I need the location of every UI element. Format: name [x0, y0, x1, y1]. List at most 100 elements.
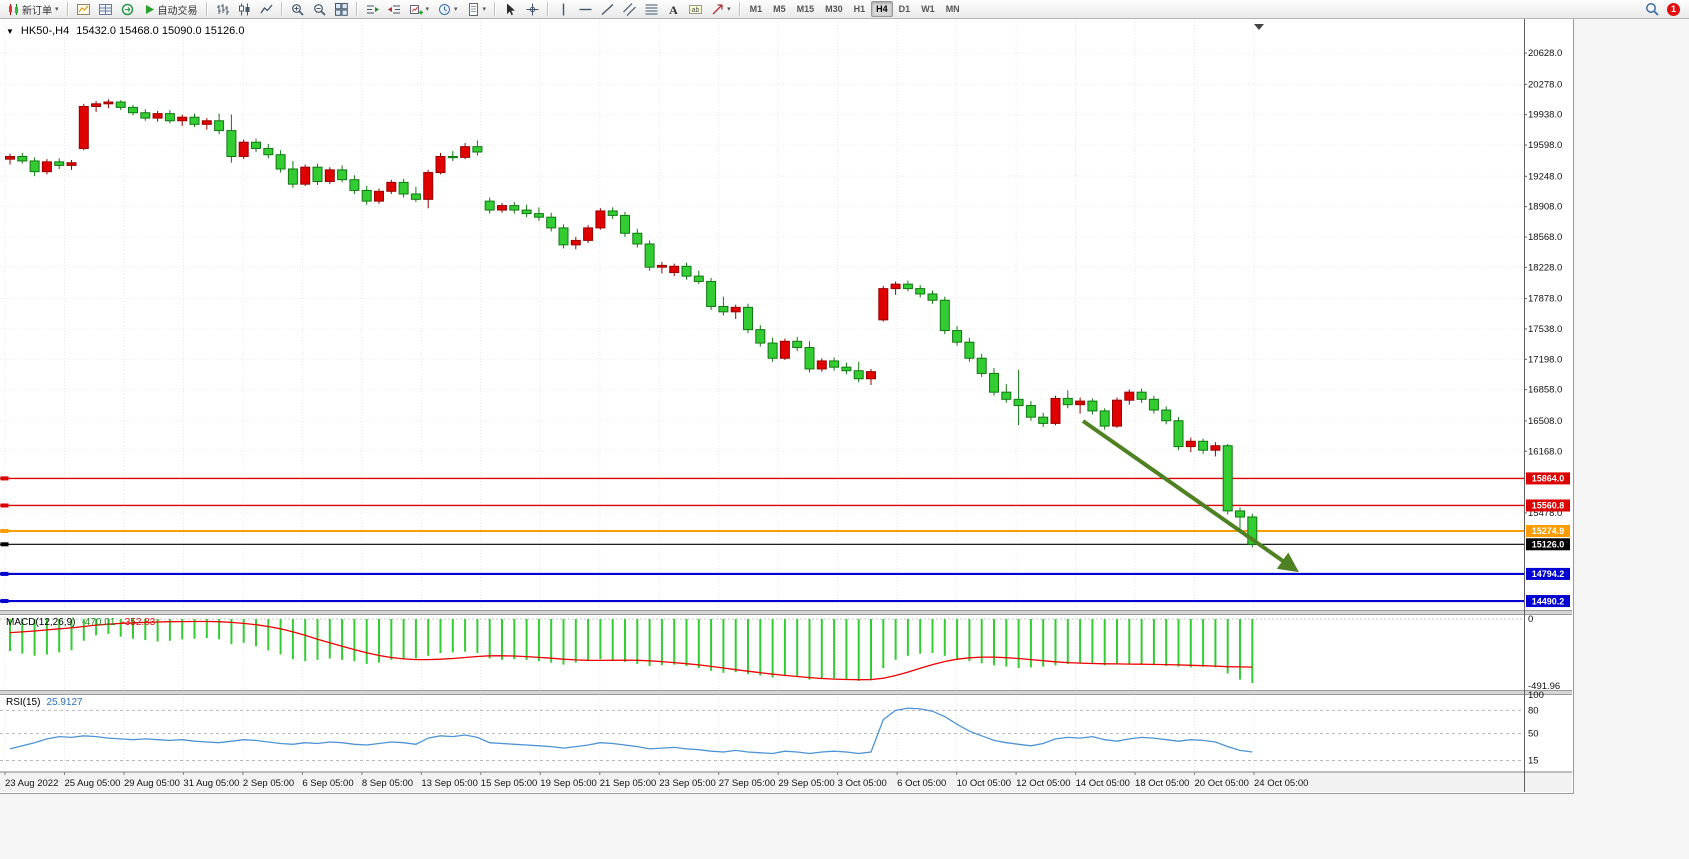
- rsi-value: 25.9127: [46, 697, 83, 708]
- chart-background: [0, 19, 1572, 792]
- auto-scroll-button[interactable]: [362, 1, 383, 17]
- symbol-period-label: HK50-,H4: [20, 25, 70, 37]
- data-window-button[interactable]: [95, 1, 116, 17]
- price-line-badge: [1526, 567, 1570, 580]
- crosshair-button[interactable]: [522, 1, 543, 17]
- price-line-badge: [1526, 525, 1570, 538]
- chart-canvas[interactable]: 23 Aug 2022 25 Aug 05:00 29 Aug 05:00 31 Au…: [0, 19, 1572, 792]
- zoom-out-icon: [313, 3, 326, 16]
- svg-text:2 Sep 05:00: 2 Sep 05:00: [243, 778, 294, 789]
- svg-text:17198.0: 17198.0: [1528, 354, 1562, 365]
- price-line-anchor-icon: [0, 599, 9, 604]
- svg-text:29 Sep 05:00: 29 Sep 05:00: [778, 778, 835, 789]
- svg-text:8 Sep 05:00: 8 Sep 05:00: [362, 778, 413, 789]
- svg-text:ab: ab: [692, 7, 700, 14]
- zoom-in-button[interactable]: [287, 1, 308, 17]
- indicators-icon: [409, 3, 423, 16]
- timeframe-m15-button[interactable]: M15: [792, 1, 820, 17]
- toolbar-separator: [355, 2, 358, 16]
- chart-shift-button[interactable]: [384, 1, 405, 17]
- ohlc-values: 15432.0 15468.0 15090.0 15126.0: [76, 25, 245, 37]
- auto-scroll-icon: [366, 3, 379, 16]
- candlestick-chart-button[interactable]: [234, 1, 255, 17]
- chart-header: ▼ HK50-,H4 15432.0 15468.0 15090.0 15126…: [6, 25, 244, 37]
- macd-name: MACD(12,26,9): [6, 617, 76, 628]
- navigator-button[interactable]: [117, 1, 138, 17]
- svg-text:15560.8: 15560.8: [1532, 501, 1565, 511]
- bar-chart-button[interactable]: [212, 1, 233, 17]
- svg-text:15 Sep 05:00: 15 Sep 05:00: [481, 778, 538, 789]
- search-button[interactable]: [1641, 1, 1663, 17]
- candles-chart-icon: [238, 3, 251, 16]
- chart-grid: [0, 19, 1524, 772]
- timeframe-mn-button[interactable]: MN: [941, 1, 965, 17]
- chart-shift-marker-icon[interactable]: [1254, 24, 1264, 30]
- new-order-button[interactable]: 新订单 ▾: [3, 1, 63, 17]
- svg-text:20278.0: 20278.0: [1528, 79, 1562, 90]
- svg-text:27 Sep 05:00: 27 Sep 05:00: [719, 778, 776, 789]
- new-order-icon: [7, 3, 20, 16]
- cursor-icon: [504, 3, 517, 16]
- vertical-line-button[interactable]: [553, 1, 574, 17]
- chevron-down-icon: ▾: [482, 5, 487, 13]
- templates-button[interactable]: ▾: [463, 1, 491, 17]
- timeframe-m5-button[interactable]: M5: [768, 1, 791, 17]
- text-label-button[interactable]: ab: [685, 1, 706, 17]
- svg-text:16858.0: 16858.0: [1528, 385, 1562, 396]
- market-watch-button[interactable]: [73, 1, 94, 17]
- current-price-badge: [1526, 538, 1570, 551]
- svg-text:3 Oct 05:00: 3 Oct 05:00: [838, 778, 887, 789]
- timeframe-h4-button[interactable]: H4: [871, 1, 893, 17]
- notification-badge[interactable]: 1: [1667, 2, 1680, 16]
- text-button[interactable]: A: [663, 1, 684, 17]
- periods-button[interactable]: ▾: [434, 1, 462, 17]
- price-line-badge: [1526, 499, 1570, 512]
- tile-windows-button[interactable]: [331, 1, 352, 17]
- toolbar-separator: [66, 2, 69, 16]
- channel-button[interactable]: [619, 1, 640, 17]
- trendline-button[interactable]: [597, 1, 618, 17]
- svg-text:50: 50: [1528, 729, 1539, 740]
- timeframe-w1-button[interactable]: W1: [916, 1, 940, 17]
- svg-text:17538.0: 17538.0: [1528, 324, 1562, 335]
- zoom-out-button[interactable]: [309, 1, 330, 17]
- trendline-icon: [601, 3, 614, 16]
- periods-icon: [438, 3, 451, 16]
- svg-text:15274.9: 15274.9: [1532, 526, 1565, 536]
- market-watch-icon: [76, 3, 90, 16]
- chevron-down-icon: ▾: [454, 5, 458, 13]
- svg-text:19598.0: 19598.0: [1528, 140, 1562, 151]
- timeframe-d1-button[interactable]: D1: [894, 1, 916, 17]
- price-line-anchor-icon: [0, 571, 9, 576]
- svg-text:18568.0: 18568.0: [1528, 232, 1562, 243]
- svg-text:14794.2: 14794.2: [1532, 569, 1565, 579]
- macd-panel: [0, 618, 1524, 684]
- channel-icon: [623, 2, 636, 16]
- chart-shift-icon: [387, 3, 401, 16]
- time-axis[interactable]: 23 Aug 2022 25 Aug 05:00 29 Aug 05:00 31 Au…: [0, 771, 1572, 792]
- price-line-anchor-icon: [0, 476, 9, 481]
- timeframe-m1-button[interactable]: M1: [745, 1, 768, 17]
- timeframe-m30-button[interactable]: M30: [820, 1, 848, 17]
- horizontal-line-button[interactable]: [575, 1, 596, 17]
- crosshair-icon: [526, 3, 539, 16]
- price-line-badge: [1526, 472, 1570, 485]
- trend-arrow[interactable]: [1081, 419, 1299, 573]
- timeframe-h1-button[interactable]: H1: [849, 1, 871, 17]
- indicators-button[interactable]: ▾: [406, 1, 434, 17]
- chart-dropdown-icon[interactable]: ▼: [6, 26, 14, 36]
- svg-text:18 Oct 05:00: 18 Oct 05:00: [1135, 778, 1189, 789]
- autotrading-button[interactable]: 自动交易: [139, 1, 202, 17]
- price-line-anchor-icon: [0, 529, 9, 534]
- toolbar-separator: [280, 2, 283, 16]
- price-axis[interactable]: 20628.0 20278.0 19938.0 19598.0 19248.0 18908…: [1524, 48, 1570, 766]
- svg-text:13 Sep 05:00: 13 Sep 05:00: [421, 778, 478, 789]
- svg-text:14 Oct 05:00: 14 Oct 05:00: [1076, 778, 1130, 789]
- arrows-button[interactable]: ▾: [707, 1, 735, 17]
- fibonacci-button[interactable]: [641, 1, 662, 17]
- macd-value: -470.01: [81, 617, 116, 628]
- cursor-button[interactable]: [500, 1, 521, 17]
- svg-text:6 Oct 05:00: 6 Oct 05:00: [897, 778, 946, 789]
- line-chart-button[interactable]: [256, 1, 277, 17]
